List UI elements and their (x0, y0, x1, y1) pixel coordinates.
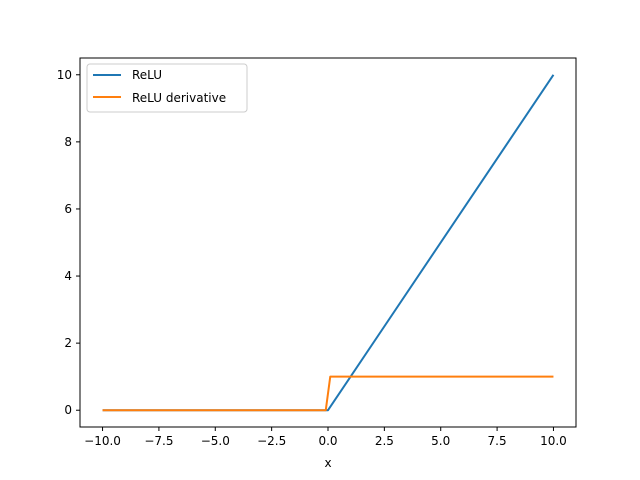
x-tick-label: 2.5 (375, 434, 394, 448)
legend-box (86, 63, 248, 113)
legend-label-relu-derivative: ReLU derivative (132, 91, 226, 105)
x-axis-label: x (324, 456, 331, 470)
legend: ReLU ReLU derivative (86, 63, 248, 113)
series-line-1 (102, 375, 554, 412)
y-tick-label: 8 (64, 135, 72, 149)
x-tick-label: −10.0 (84, 434, 121, 448)
series-layer (102, 74, 555, 412)
y-tick-label: 6 (64, 202, 72, 216)
y-axis-ticks: 0 2 4 6 8 10 (57, 68, 80, 417)
x-tick-label: −2.5 (257, 434, 286, 448)
y-tick-label: 0 (64, 403, 72, 417)
legend-label-relu: ReLU (132, 68, 162, 82)
y-tick-label: 2 (64, 336, 72, 350)
x-tick-label: −5.0 (201, 434, 230, 448)
x-tick-label: 0.0 (318, 434, 337, 448)
y-tick-label: 10 (57, 68, 72, 82)
x-axis-ticks: −10.0 −7.5 −5.0 −2.5 0.0 2.5 5.0 7.5 10.0 (84, 427, 567, 448)
x-tick-label: 10.0 (540, 434, 567, 448)
x-tick-label: −7.5 (144, 434, 173, 448)
y-tick-label: 4 (64, 269, 72, 283)
x-tick-label: 7.5 (488, 434, 507, 448)
x-tick-label: 5.0 (431, 434, 450, 448)
